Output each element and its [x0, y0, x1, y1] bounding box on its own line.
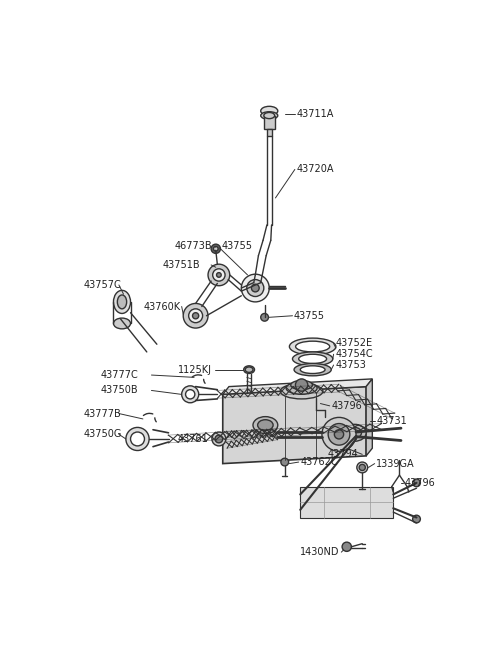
Text: 43757C: 43757C [83, 280, 121, 290]
Ellipse shape [296, 341, 330, 352]
Text: 43762C: 43762C [300, 457, 338, 467]
Circle shape [214, 246, 218, 251]
Text: 43796: 43796 [331, 401, 362, 411]
Circle shape [359, 464, 365, 470]
Circle shape [192, 312, 199, 319]
Ellipse shape [261, 112, 278, 119]
Ellipse shape [244, 365, 254, 373]
Ellipse shape [343, 424, 366, 441]
Circle shape [281, 458, 288, 466]
Text: 1430ND: 1430ND [300, 547, 340, 557]
Text: 43777B: 43777B [83, 409, 121, 419]
Text: 43794: 43794 [327, 449, 358, 459]
Circle shape [247, 280, 264, 297]
Circle shape [261, 314, 268, 321]
Circle shape [212, 432, 226, 446]
Text: 43752E: 43752E [335, 339, 372, 348]
Circle shape [413, 479, 420, 487]
Circle shape [252, 284, 259, 292]
Polygon shape [223, 379, 372, 394]
Ellipse shape [300, 365, 325, 373]
Circle shape [131, 432, 144, 446]
Ellipse shape [348, 428, 361, 438]
Text: 46773B: 46773B [175, 242, 212, 252]
Ellipse shape [113, 290, 131, 314]
Ellipse shape [261, 106, 278, 115]
Circle shape [189, 309, 203, 323]
Text: 43731: 43731 [376, 416, 407, 426]
Circle shape [322, 417, 356, 451]
Circle shape [216, 272, 221, 277]
Bar [267, 130, 272, 136]
Bar [300, 487, 393, 517]
Text: 43796: 43796 [405, 478, 436, 488]
Text: 43777C: 43777C [100, 370, 138, 380]
Circle shape [413, 515, 420, 523]
Bar [264, 115, 275, 130]
Circle shape [295, 379, 308, 391]
Text: 43750G: 43750G [83, 429, 121, 440]
Ellipse shape [292, 352, 333, 365]
Circle shape [357, 462, 368, 473]
Text: 43755: 43755 [221, 242, 252, 252]
Circle shape [208, 264, 230, 286]
Polygon shape [223, 386, 366, 464]
Text: 43753: 43753 [335, 360, 366, 370]
Text: 43760K: 43760K [144, 301, 181, 312]
Circle shape [183, 303, 208, 328]
Polygon shape [366, 379, 372, 456]
Ellipse shape [291, 381, 312, 390]
Ellipse shape [294, 364, 331, 376]
Circle shape [181, 386, 199, 403]
Ellipse shape [264, 113, 275, 119]
Text: 43755: 43755 [294, 310, 325, 321]
Text: 43751B: 43751B [162, 260, 200, 270]
Ellipse shape [253, 417, 278, 434]
Circle shape [342, 542, 351, 552]
Circle shape [213, 269, 225, 281]
Ellipse shape [245, 367, 253, 372]
Circle shape [186, 390, 195, 399]
Circle shape [215, 435, 223, 443]
Ellipse shape [289, 338, 336, 355]
Circle shape [335, 430, 344, 439]
Text: 1125KJ: 1125KJ [178, 365, 212, 375]
Text: 43720A: 43720A [296, 164, 334, 174]
Text: 43761: 43761 [178, 434, 208, 444]
Text: 43754C: 43754C [335, 349, 373, 359]
Text: 43711A: 43711A [296, 109, 334, 119]
Ellipse shape [280, 384, 323, 399]
Text: 43750B: 43750B [100, 385, 138, 396]
Circle shape [328, 424, 350, 445]
Circle shape [126, 428, 149, 451]
Ellipse shape [286, 382, 317, 394]
Ellipse shape [258, 420, 273, 430]
Circle shape [241, 274, 269, 302]
Circle shape [211, 244, 220, 253]
Ellipse shape [117, 295, 127, 309]
Text: 1339GA: 1339GA [376, 458, 415, 468]
Ellipse shape [113, 318, 131, 329]
Ellipse shape [299, 354, 326, 364]
